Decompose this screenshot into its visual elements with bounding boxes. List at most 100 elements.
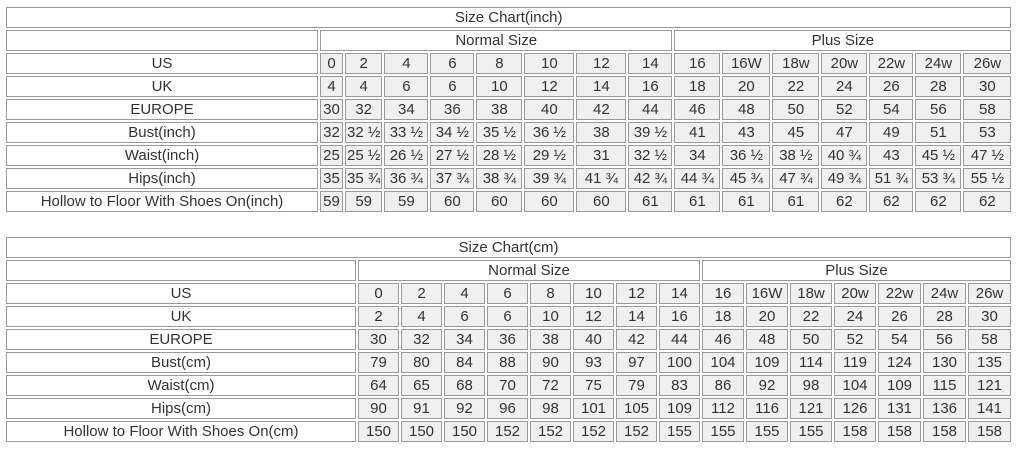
size-value-cell: 45 ½: [915, 145, 962, 166]
size-value-cell: 10: [524, 53, 575, 74]
size-value-cell: 121: [790, 398, 832, 419]
size-value-cell: 16: [702, 283, 744, 304]
size-value-cell: 4: [401, 306, 442, 327]
size-charts-page: Size Chart(inch) Normal Size Plus Size U…: [4, 5, 1013, 442]
size-value-cell: 60: [476, 191, 523, 212]
size-value-cell: 32: [401, 329, 442, 350]
size-value-cell: 4: [444, 283, 485, 304]
size-value-cell: 35 ¾: [345, 168, 383, 189]
size-value-cell: 38: [530, 329, 571, 350]
size-value-cell: 14: [659, 283, 700, 304]
size-value-cell: 47 ½: [963, 145, 1012, 166]
size-value-cell: 16W: [746, 283, 788, 304]
group-header-plus-size: Plus Size: [702, 260, 1011, 281]
size-value-cell: 90: [358, 398, 399, 419]
size-value-cell: 98: [790, 375, 832, 396]
size-value-cell: 70: [487, 375, 528, 396]
size-value-cell: 150: [358, 421, 399, 442]
size-value-cell: 41: [674, 122, 721, 143]
table-row: Waist(cm) 64 65 68 70 72 75 79 83 86 92 98 104 109 115…: [6, 375, 1011, 396]
size-value-cell: 58: [968, 329, 1011, 350]
size-value-cell: 42: [616, 329, 657, 350]
size-value-cell: 121: [968, 375, 1011, 396]
size-value-cell: 18w: [790, 283, 832, 304]
size-value-cell: 100: [659, 352, 700, 373]
size-value-cell: 46: [702, 329, 744, 350]
corner-cell: [6, 260, 356, 281]
size-value-cell: 35 ½: [476, 122, 523, 143]
size-value-cell: 43: [869, 145, 914, 166]
size-value-cell: 24: [834, 306, 876, 327]
size-value-cell: 48: [722, 99, 771, 120]
row-label: Hollow to Floor With Shoes On(inch): [6, 191, 318, 212]
size-value-cell: 34: [674, 145, 721, 166]
size-value-cell: 51 ¾: [869, 168, 914, 189]
size-value-cell: 41 ¾: [576, 168, 627, 189]
size-value-cell: 24: [821, 76, 868, 97]
size-value-cell: 22: [790, 306, 832, 327]
size-value-cell: 36: [487, 329, 528, 350]
table-row: Hips(cm) 90 91 92 96 98 101 105 109 112 116 121 126 1…: [6, 398, 1011, 419]
size-value-cell: 158: [878, 421, 921, 442]
row-label: Hips(inch): [6, 168, 318, 189]
size-value-cell: 52: [834, 329, 876, 350]
size-value-cell: 36 ½: [722, 145, 771, 166]
size-value-cell: 36 ¾: [384, 168, 429, 189]
group-header-plus-size: Plus Size: [674, 30, 1012, 51]
size-value-cell: 14: [616, 306, 657, 327]
size-value-cell: 90: [530, 352, 571, 373]
size-value-cell: 51: [915, 122, 962, 143]
size-value-cell: 10: [573, 283, 614, 304]
size-value-cell: 22w: [869, 53, 914, 74]
size-value-cell: 79: [358, 352, 399, 373]
size-value-cell: 31: [576, 145, 627, 166]
size-value-cell: 61: [628, 191, 673, 212]
size-value-cell: 58: [963, 99, 1012, 120]
size-value-cell: 61: [674, 191, 721, 212]
size-value-cell: 38: [476, 99, 523, 120]
size-value-cell: 155: [746, 421, 788, 442]
size-value-cell: 26: [869, 76, 914, 97]
group-header-row: Normal Size Plus Size: [6, 30, 1012, 51]
size-value-cell: 28 ½: [476, 145, 523, 166]
row-label: EUROPE: [6, 99, 318, 120]
size-value-cell: 49: [869, 122, 914, 143]
row-label: US: [6, 53, 318, 74]
size-value-cell: 4: [384, 53, 429, 74]
size-value-cell: 61: [772, 191, 820, 212]
size-value-cell: 50: [772, 99, 820, 120]
size-value-cell: 155: [702, 421, 744, 442]
size-value-cell: 2: [358, 306, 399, 327]
size-chart-inch-table: Size Chart(inch) Normal Size Plus Size U…: [4, 5, 1013, 214]
table-row: Hollow to Floor With Shoes On(inch) 59 59 5…: [6, 191, 1012, 212]
table-row: Bust(cm) 79 80 84 88 90 93 97 100 104 109 114 119 124…: [6, 352, 1011, 373]
size-value-cell: 104: [702, 352, 744, 373]
size-value-cell: 39 ½: [628, 122, 673, 143]
size-value-cell: 48: [746, 329, 788, 350]
size-value-cell: 28: [923, 306, 966, 327]
corner-cell: [6, 30, 318, 51]
size-value-cell: 158: [923, 421, 966, 442]
size-value-cell: 18: [674, 76, 721, 97]
size-value-cell: 30: [320, 99, 343, 120]
size-value-cell: 42: [576, 99, 627, 120]
table-row: EUROPE 30 32 34 36 38 40 42 44 46 48 50 52 54 56 58: [6, 99, 1012, 120]
size-value-cell: 47 ¾: [772, 168, 820, 189]
table-title: Size Chart(inch): [6, 7, 1012, 28]
size-value-cell: 22w: [878, 283, 921, 304]
row-label: Hollow to Floor With Shoes On(cm): [6, 421, 356, 442]
size-value-cell: 30: [963, 76, 1012, 97]
size-value-cell: 43: [722, 122, 771, 143]
size-value-cell: 10: [530, 306, 571, 327]
size-value-cell: 33 ½: [384, 122, 429, 143]
size-value-cell: 6: [430, 76, 475, 97]
size-value-cell: 72: [530, 375, 571, 396]
group-header-normal-size: Normal Size: [358, 260, 700, 281]
size-value-cell: 4: [320, 76, 343, 97]
size-value-cell: 8: [530, 283, 571, 304]
size-value-cell: 158: [968, 421, 1011, 442]
size-value-cell: 105: [616, 398, 657, 419]
size-value-cell: 53: [963, 122, 1012, 143]
table-row: UK 4 4 6 6 10 12 14 16 18 20 22 24 26 28 30: [6, 76, 1012, 97]
size-value-cell: 109: [659, 398, 700, 419]
